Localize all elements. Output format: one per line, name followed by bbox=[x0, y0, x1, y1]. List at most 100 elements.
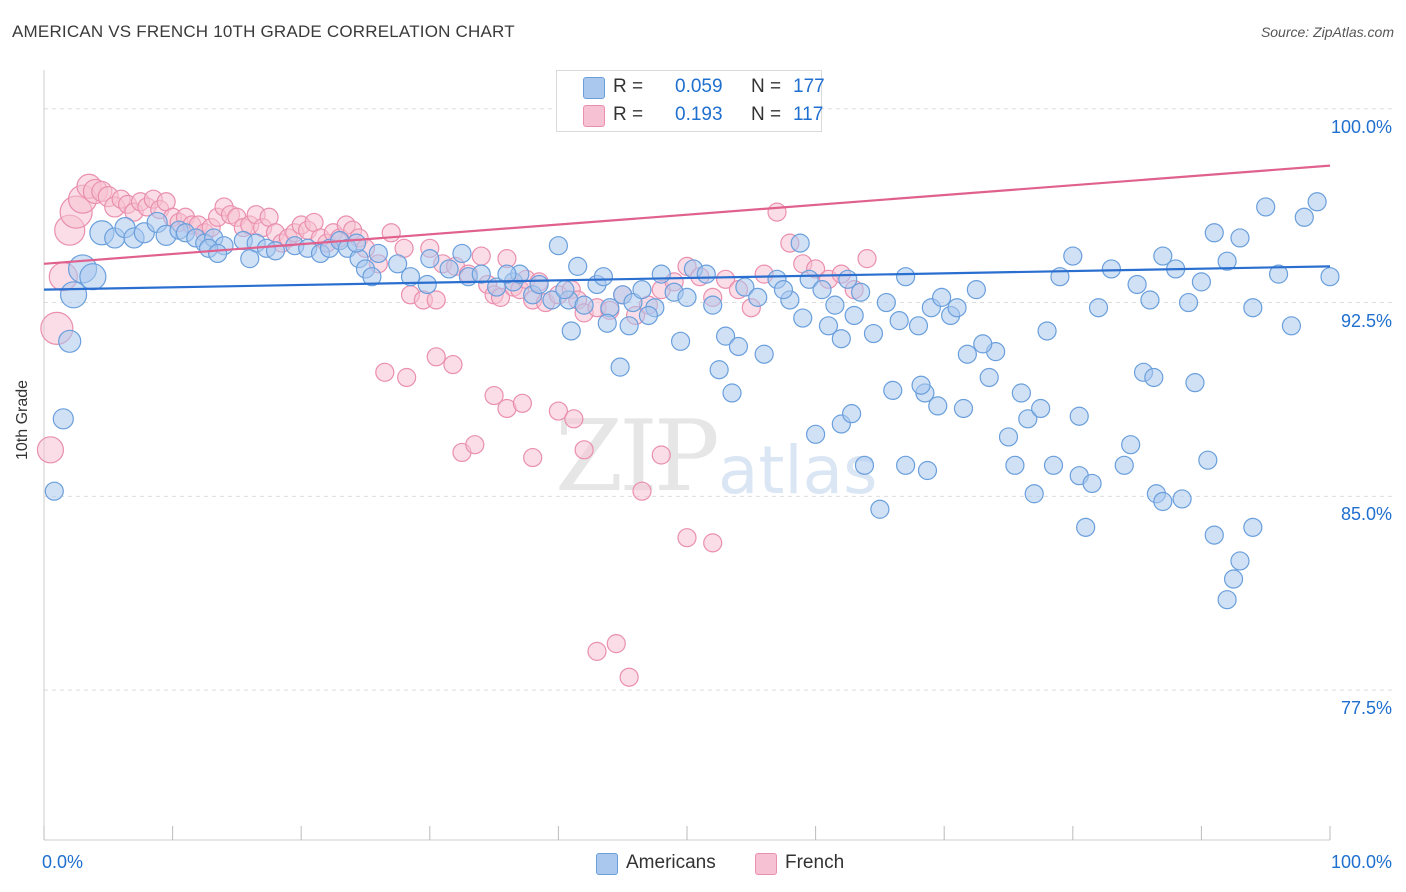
american-point bbox=[1153, 246, 1173, 266]
french-point bbox=[397, 367, 417, 388]
french-point bbox=[632, 481, 652, 501]
axes bbox=[43, 70, 1331, 841]
french-n-value: 117 bbox=[793, 104, 824, 125]
american-point bbox=[1114, 455, 1134, 475]
american-point bbox=[1069, 406, 1089, 426]
american-point bbox=[452, 243, 472, 264]
american-point bbox=[883, 380, 903, 401]
bottom-legend-americans[interactable]: Americans bbox=[596, 852, 736, 876]
american-point bbox=[346, 233, 367, 253]
american-point bbox=[439, 259, 459, 279]
american-point bbox=[638, 305, 659, 326]
american-point bbox=[1256, 197, 1276, 217]
american-point bbox=[896, 455, 916, 475]
american-point bbox=[1320, 267, 1340, 287]
american-point bbox=[1198, 450, 1218, 470]
american-point bbox=[1172, 489, 1192, 509]
american-point bbox=[953, 398, 974, 419]
american-point bbox=[1243, 298, 1263, 318]
american-point bbox=[471, 264, 491, 284]
french-legend-swatch bbox=[755, 853, 777, 875]
american-point bbox=[52, 408, 74, 430]
american-point bbox=[368, 243, 388, 264]
american-point bbox=[1243, 517, 1263, 537]
french-point bbox=[606, 634, 626, 654]
y-tick-label: 85.0% bbox=[1340, 504, 1392, 525]
trend-lines bbox=[43, 164, 1331, 291]
american-point bbox=[610, 357, 630, 377]
bottom-legend-french[interactable]: French bbox=[755, 852, 865, 876]
american-point bbox=[1230, 228, 1250, 248]
american-point bbox=[818, 316, 839, 336]
american-point bbox=[420, 249, 440, 269]
american-point bbox=[842, 404, 862, 424]
french-point bbox=[381, 223, 401, 243]
french-point bbox=[512, 393, 532, 413]
grid-lines bbox=[44, 108, 1394, 691]
americans-swatch bbox=[583, 77, 605, 99]
american-point bbox=[966, 280, 986, 300]
american-point bbox=[362, 267, 382, 287]
american-point bbox=[728, 336, 749, 357]
french-point bbox=[715, 269, 736, 289]
american-point bbox=[957, 344, 977, 364]
french-point bbox=[426, 347, 446, 367]
american-point bbox=[651, 264, 671, 284]
correlation-legend: R = 0.059 N = 177 R = 0.193 N = 117 bbox=[556, 70, 825, 132]
chart-source: Source: ZipAtlas.com bbox=[1260, 24, 1394, 40]
american-point bbox=[1005, 455, 1025, 475]
american-point bbox=[670, 331, 691, 351]
american-point bbox=[1204, 223, 1224, 243]
american-point bbox=[1063, 246, 1083, 266]
american-point bbox=[1144, 367, 1164, 388]
french-point bbox=[375, 362, 395, 382]
american-point bbox=[1031, 398, 1051, 419]
american-point bbox=[1281, 316, 1302, 336]
american-point bbox=[1223, 569, 1244, 589]
americans-n-label: N = bbox=[751, 76, 782, 97]
american-point bbox=[677, 287, 697, 307]
american-point bbox=[825, 295, 845, 315]
american-points bbox=[44, 192, 1340, 610]
chart-title: AMERICAN VS FRENCH 10TH GRADE CORRELATIO… bbox=[12, 22, 515, 41]
american-point bbox=[722, 383, 742, 403]
french-point bbox=[548, 401, 569, 421]
americans-r-value: 0.059 bbox=[675, 76, 723, 97]
americans-trend-line bbox=[43, 265, 1331, 291]
american-point bbox=[1011, 383, 1031, 403]
american-point bbox=[715, 326, 736, 346]
y-tick-label: 92.5% bbox=[1340, 310, 1392, 331]
american-point bbox=[1024, 484, 1044, 504]
american-point bbox=[851, 282, 871, 302]
american-point bbox=[619, 316, 639, 336]
french-point bbox=[426, 290, 446, 310]
french-n-label: N = bbox=[751, 104, 782, 125]
americans-legend-swatch bbox=[596, 853, 618, 875]
american-point bbox=[979, 367, 999, 388]
american-point bbox=[1082, 473, 1102, 494]
american-point bbox=[1121, 435, 1141, 455]
american-point bbox=[240, 249, 260, 269]
americans-r-label: R = bbox=[613, 76, 644, 97]
french-point bbox=[651, 445, 671, 465]
french-r-value: 0.193 bbox=[675, 104, 723, 125]
french-r-label: R = bbox=[613, 104, 644, 125]
american-point bbox=[388, 254, 408, 274]
american-point bbox=[1101, 259, 1121, 279]
y-tick-label: 77.5% bbox=[1340, 698, 1392, 719]
american-point bbox=[896, 267, 916, 287]
french-point bbox=[857, 249, 877, 269]
french-point bbox=[484, 385, 504, 406]
american-point bbox=[754, 344, 774, 364]
french-swatch bbox=[583, 105, 605, 127]
american-point bbox=[1178, 292, 1199, 313]
french-legend-label: French bbox=[785, 852, 845, 873]
american-point bbox=[917, 460, 938, 481]
american-point bbox=[998, 427, 1019, 447]
american-point bbox=[1043, 455, 1064, 475]
american-point bbox=[1018, 409, 1038, 429]
american-point bbox=[928, 396, 948, 416]
american-point bbox=[790, 233, 810, 253]
american-point bbox=[417, 274, 437, 295]
american-point bbox=[812, 280, 832, 300]
